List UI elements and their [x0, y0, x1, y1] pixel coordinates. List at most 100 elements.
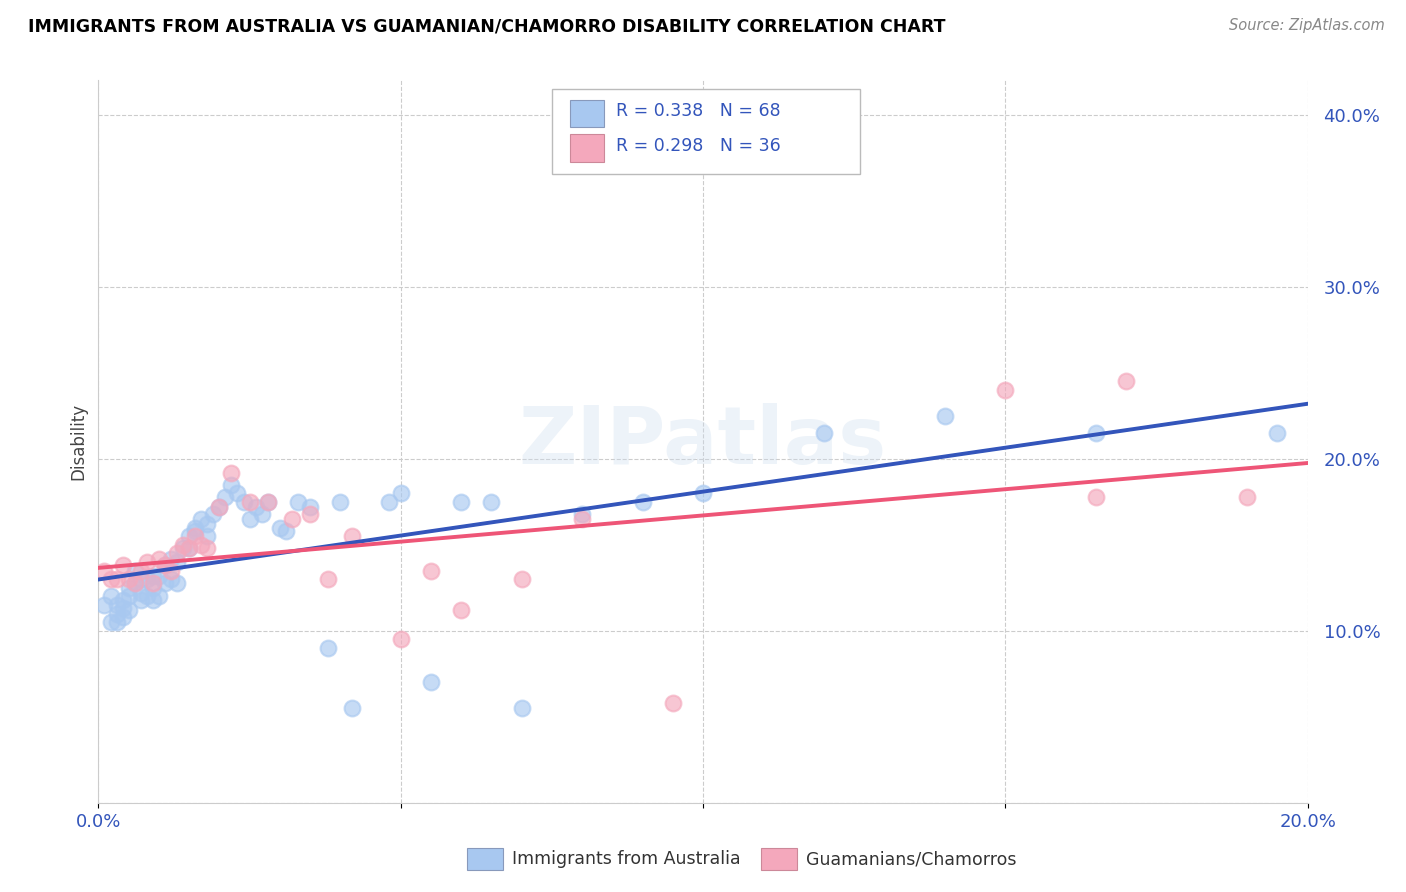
Point	[93, 598, 115, 612]
Point	[256, 494, 278, 508]
Point	[202, 507, 225, 521]
Point	[129, 564, 152, 578]
Point	[166, 555, 188, 569]
Point	[450, 494, 472, 508]
Point	[195, 541, 218, 556]
Point	[316, 572, 339, 586]
Point	[118, 590, 141, 604]
Point	[148, 568, 170, 582]
Point	[661, 696, 683, 710]
Point	[190, 512, 212, 526]
Point	[160, 564, 183, 578]
Point	[142, 568, 165, 582]
Point	[129, 572, 152, 586]
Point	[208, 500, 231, 514]
Point	[214, 490, 236, 504]
Point	[221, 477, 243, 491]
Point	[179, 529, 201, 543]
Point	[160, 572, 183, 586]
Text: R = 0.298   N = 36: R = 0.298 N = 36	[616, 137, 780, 155]
Point	[105, 572, 128, 586]
Point	[195, 529, 218, 543]
Point	[813, 425, 835, 440]
Point	[124, 564, 146, 578]
Point	[1085, 490, 1108, 504]
Point	[420, 675, 443, 690]
Point	[934, 409, 956, 423]
Point	[111, 601, 134, 615]
Point	[160, 551, 183, 566]
Point	[239, 512, 262, 526]
Point	[148, 551, 170, 566]
Point	[994, 383, 1017, 397]
Bar	[467, 848, 503, 870]
Point	[111, 610, 134, 624]
Point	[1236, 490, 1258, 504]
Point	[571, 512, 593, 526]
Point	[274, 524, 297, 538]
Point	[299, 500, 322, 514]
Point	[299, 507, 322, 521]
Point	[195, 517, 218, 532]
Text: Source: ZipAtlas.com: Source: ZipAtlas.com	[1229, 18, 1385, 33]
Point	[184, 524, 207, 538]
Point	[510, 572, 533, 586]
Point	[179, 541, 201, 556]
Y-axis label: Disability: Disability	[69, 403, 87, 480]
Point	[111, 558, 134, 573]
Point	[329, 494, 352, 508]
Point	[118, 581, 141, 595]
Point	[118, 572, 141, 586]
Point	[389, 486, 412, 500]
Point	[148, 590, 170, 604]
Point	[93, 564, 115, 578]
Point	[172, 541, 194, 556]
Point	[239, 494, 262, 508]
Point	[184, 520, 207, 534]
Point	[118, 603, 141, 617]
Point	[250, 507, 273, 521]
Point	[269, 520, 291, 534]
Point	[631, 494, 654, 508]
Point	[153, 558, 176, 573]
Point	[153, 575, 176, 590]
Point	[221, 466, 243, 480]
Point	[208, 500, 231, 514]
Point	[1085, 425, 1108, 440]
Bar	[761, 848, 797, 870]
Point	[100, 572, 122, 586]
Point	[135, 555, 157, 569]
Point	[389, 632, 412, 647]
Bar	[569, 100, 603, 128]
Point	[124, 575, 146, 590]
Point	[100, 615, 122, 630]
Point	[281, 512, 304, 526]
Bar	[569, 135, 603, 162]
Point	[105, 615, 128, 630]
Text: IMMIGRANTS FROM AUSTRALIA VS GUAMANIAN/CHAMORRO DISABILITY CORRELATION CHART: IMMIGRANTS FROM AUSTRALIA VS GUAMANIAN/C…	[28, 18, 946, 36]
Point	[287, 494, 309, 508]
FancyBboxPatch shape	[551, 89, 860, 174]
Point	[100, 590, 122, 604]
Point	[316, 640, 339, 655]
Point	[129, 586, 152, 600]
Point	[377, 494, 399, 508]
Point	[481, 494, 503, 508]
Point	[1267, 425, 1289, 440]
Point	[166, 546, 188, 560]
Point	[129, 592, 152, 607]
Point	[105, 607, 128, 621]
Point	[510, 701, 533, 715]
Point	[190, 538, 212, 552]
Text: Immigrants from Australia: Immigrants from Australia	[512, 850, 741, 868]
Text: R = 0.338   N = 68: R = 0.338 N = 68	[616, 103, 780, 120]
Point	[142, 581, 165, 595]
Point	[105, 598, 128, 612]
Point	[571, 507, 593, 521]
Point	[1115, 375, 1137, 389]
Point	[142, 592, 165, 607]
Point	[179, 541, 201, 556]
Point	[135, 590, 157, 604]
Point	[342, 529, 364, 543]
Point	[226, 486, 249, 500]
